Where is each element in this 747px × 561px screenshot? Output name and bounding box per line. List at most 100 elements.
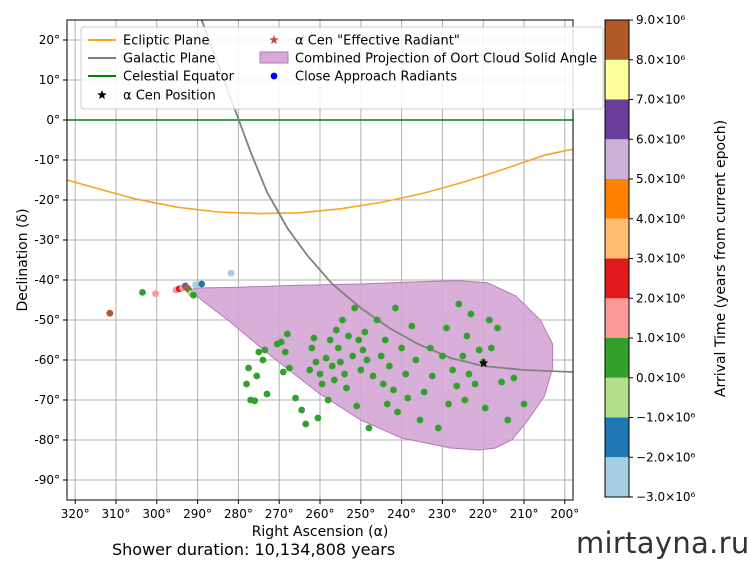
radiant-point (251, 397, 259, 405)
legend-label: α Cen "Effective Radiant" (295, 34, 460, 49)
radiant-point (243, 380, 250, 388)
colorbar-tick-label: 8.0×10⁶ (636, 53, 685, 67)
watermark: mirtayna.ru (576, 526, 747, 560)
radiant-point (263, 390, 271, 398)
x-tick-label: 210° (510, 507, 539, 521)
colorbar-segment (605, 258, 629, 299)
colorbar-segment (605, 179, 629, 219)
radiant-point (198, 280, 206, 288)
radiant-point (481, 404, 489, 412)
colorbar-tick-label: −2.0×10⁶ (636, 450, 695, 464)
radiant-point (345, 332, 352, 340)
radiant-point (259, 356, 267, 364)
radiant-point (381, 336, 389, 344)
y-tick-label: -70° (34, 393, 60, 407)
radiant-point (398, 344, 406, 352)
radiant-point (361, 328, 369, 336)
radiant-point (139, 289, 146, 296)
radiant-point (475, 346, 483, 354)
legend-label: Galactic Plane (123, 52, 215, 67)
x-tick-label: 300° (142, 507, 171, 521)
radiant-point (334, 344, 342, 352)
colorbar-label: Arrival Time (years from current epoch) (713, 120, 729, 397)
radiant-point (385, 362, 393, 370)
radiant-point (277, 338, 285, 346)
x-tick-label: 240° (387, 507, 416, 521)
radiant-point (520, 400, 528, 408)
colorbar-segment (605, 20, 629, 60)
x-tick-label: 280° (224, 507, 253, 521)
oort-cloud-region (188, 280, 554, 451)
radiant-point (412, 356, 420, 364)
legend-star-marker (97, 90, 107, 100)
radiant-point (428, 372, 436, 380)
x-axis-label: Right Ascension (α) (252, 524, 389, 540)
radiant-point (341, 370, 348, 378)
radiant-point (227, 269, 235, 277)
colorbar-segment (605, 457, 629, 497)
x-tick-label: 260° (306, 507, 335, 521)
radiant-point (337, 358, 344, 366)
radiant-point (326, 336, 334, 344)
alpha-cen-position-star (478, 358, 489, 368)
radiant-point (292, 394, 299, 402)
radiant-point (467, 310, 475, 318)
colorbar-tick-label: 3.0×10⁶ (636, 252, 685, 266)
x-tick-label: 200° (550, 507, 579, 521)
y-tick-label: -80° (34, 433, 60, 447)
radiant-point (245, 364, 252, 372)
radiant-point (459, 352, 467, 360)
radiant-point (404, 394, 412, 402)
radiant-point (445, 400, 452, 408)
legend-label: Celestial Equator (123, 70, 235, 85)
legend-patch-marker (259, 51, 289, 64)
radiant-point (426, 344, 434, 352)
radiant-point (510, 374, 518, 382)
radiant-point (402, 370, 410, 378)
radiant-point (494, 324, 501, 332)
radiant-point (283, 330, 291, 338)
radiant-point (416, 416, 424, 424)
colorbar-tick-label: 0.0×10⁶ (636, 371, 685, 385)
ecliptic-line (67, 148, 573, 215)
galactic-line (200, 20, 573, 373)
radiant-point (487, 344, 495, 352)
legend-label: Combined Projection of Oort Cloud Solid … (295, 52, 597, 67)
colorbar-segment (605, 417, 629, 458)
colorbar-segment (605, 99, 629, 140)
radiant-point (324, 396, 332, 404)
x-tick-label: 230° (428, 507, 457, 521)
radiant-point (434, 424, 442, 432)
radiant-point (253, 372, 261, 380)
x-tick-label: 220° (469, 507, 498, 521)
radiant-point (359, 346, 367, 354)
radiant-point (152, 290, 159, 297)
legend-box (80, 26, 604, 110)
radiant-point (355, 336, 363, 344)
radiant-point (302, 420, 310, 428)
radiant-point (443, 324, 450, 332)
radiant-point (349, 352, 357, 360)
y-tick-label: 20° (39, 33, 60, 47)
shower-duration-caption: Shower duration: 10,134,808 years (112, 540, 396, 559)
radiant-point (322, 354, 330, 362)
radiant-point (353, 402, 361, 410)
oort-region-layer (188, 280, 554, 451)
radiant-points (106, 269, 528, 432)
colorbar-tick-label: 5.0×10⁶ (636, 172, 685, 186)
legend-label: Ecliptic Plane (123, 34, 209, 49)
radiant-point (420, 388, 428, 396)
colorbar: −3.0×10⁶ −2.0×10⁶ −1.0×10⁶ 0.0×10⁶ 1.0×10⁶ 2.… (604, 13, 695, 504)
legend-label: Close Approach Radiants (295, 70, 457, 85)
radiant-point (463, 332, 471, 340)
y-tick-label: -90° (34, 473, 60, 487)
radiant-point (365, 424, 373, 432)
reference-lines (67, 20, 573, 373)
colorbar-segment (605, 338, 629, 378)
colorbar-segment (605, 139, 629, 179)
y-axis-ticks: 20° 10° 0° -10° -20° -30° -40° -50° -60° -70° -80°… (34, 33, 67, 487)
colorbar-segment (605, 298, 629, 338)
x-tick-label: 290° (183, 507, 212, 521)
x-tick-label: 320° (61, 507, 90, 521)
